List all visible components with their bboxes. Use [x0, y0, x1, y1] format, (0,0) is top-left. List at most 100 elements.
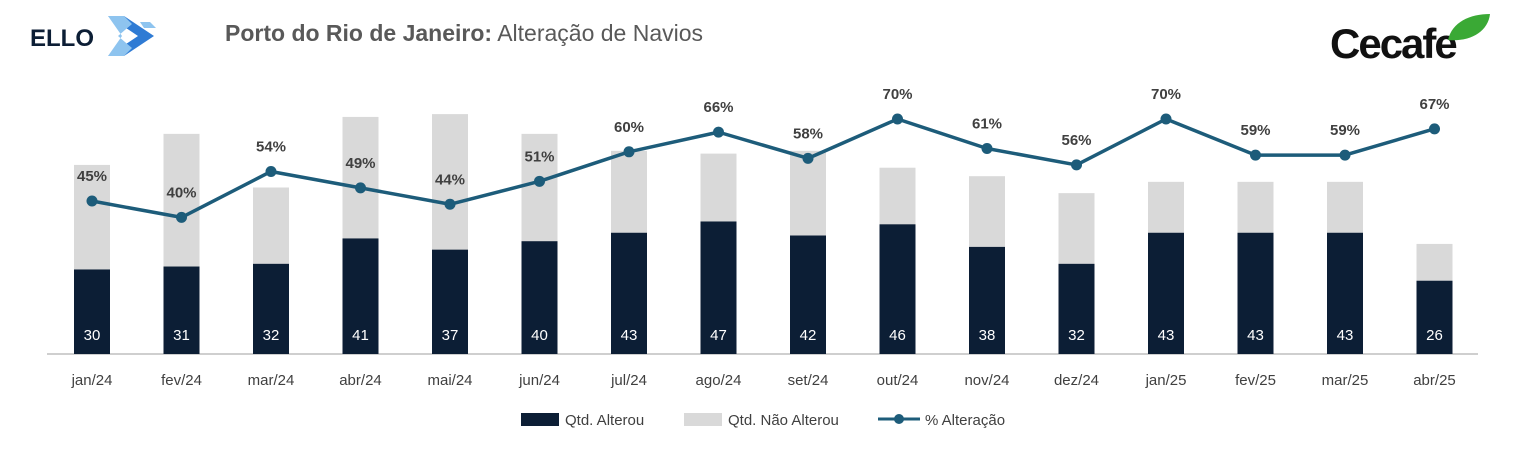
legend-swatch-marker: [894, 414, 904, 424]
bar-altered-jan-24: [74, 269, 110, 354]
pct-value-label: 59%: [1240, 122, 1270, 139]
pct-value-label: 56%: [1061, 132, 1091, 149]
pct-point: [623, 146, 635, 158]
x-tick-label: set/24: [788, 372, 829, 389]
bar-value-label: 26: [1426, 327, 1443, 344]
pct-value-label: 58%: [793, 125, 823, 142]
x-tick-label: ago/24: [696, 372, 742, 389]
pct-point: [1429, 123, 1440, 135]
pct-point: [802, 152, 814, 164]
bar-value-label: 32: [1068, 327, 1085, 344]
x-tick-label: dez/24: [1054, 372, 1099, 389]
pct-point: [1071, 159, 1082, 171]
pct-point: [981, 143, 993, 155]
bar-not-altered-ago-24: [700, 153, 737, 222]
pct-value-label: 40%: [166, 184, 196, 201]
pct-point: [1160, 113, 1172, 125]
ello-x-icon: [108, 16, 156, 56]
pct-value-label: 67%: [1419, 96, 1449, 113]
pct-point: [1250, 149, 1261, 161]
x-tick-label: mar/24: [248, 372, 295, 389]
legend: Qtd. Alterou Qtd. Não Alterou % Alteraçã…: [521, 412, 1005, 429]
pct-value-label: 45%: [77, 168, 107, 185]
bar-not-altered-jul-24: [611, 150, 647, 233]
pct-value-label: 49%: [345, 155, 375, 172]
ello-logo-text: ELLO: [30, 25, 94, 52]
bar-not-altered-jun-24: [521, 133, 558, 242]
bar-value-label: 32: [263, 327, 280, 344]
pct-value-label: 70%: [1151, 86, 1181, 103]
pct-value-label: 61%: [972, 116, 1002, 133]
cecafe-logo-text: Cecafe: [1330, 20, 1456, 67]
chart-title-rest: Alteração de Navios: [492, 20, 703, 46]
bar-value-label: 42: [800, 327, 817, 344]
bar-altered-jul-24: [611, 232, 647, 354]
pct-point: [86, 195, 98, 207]
bar-altered-abr-24: [342, 238, 379, 354]
bar-not-altered-abr-25: [1416, 243, 1453, 281]
bar-value-label: 46: [889, 327, 906, 344]
x-tick-label: mar/25: [1322, 372, 1369, 389]
x-tick-label: abr/25: [1413, 372, 1456, 389]
pct-point: [534, 175, 545, 187]
x-tick-label: jan/24: [71, 372, 113, 389]
bar-altered-mar-25: [1327, 232, 1363, 354]
bar-not-altered-fev-25: [1237, 181, 1274, 233]
pct-value-label: 51%: [524, 148, 554, 165]
bar-value-label: 30: [84, 327, 101, 344]
leaf-icon: [1448, 14, 1490, 41]
legend-swatch-altered: [521, 413, 559, 426]
bar-altered-fev-24: [163, 266, 200, 354]
pct-point: [444, 198, 456, 210]
bar-value-label: 37: [442, 327, 459, 344]
pct-value-label: 70%: [882, 86, 912, 103]
pct-point: [1339, 149, 1351, 161]
x-tick-label: abr/24: [339, 372, 382, 389]
legend-label-not-altered: Qtd. Não Alterou: [728, 412, 839, 429]
bars-layer: 30 31 32 41 37 40 43 47 42 46 38 32 43 43 43 26: [74, 114, 1453, 354]
bar-not-altered-mai-24: [432, 114, 468, 250]
chart-title: Porto do Rio de Janeiro: Alteração de Na…: [225, 20, 703, 46]
pct-value-label: 59%: [1330, 122, 1360, 139]
x-tick-label: jul/24: [610, 372, 647, 389]
line-layer: 45% 40% 54% 49% 44% 51% 60% 66% 58% 70% 61% 56% 70% 5…: [77, 86, 1450, 223]
bar-not-altered-mar-25: [1327, 181, 1363, 233]
cecafe-logo: Cecafe: [1330, 14, 1490, 67]
bar-value-label: 31: [173, 327, 190, 344]
bar-altered-mar-24: [253, 263, 289, 354]
bar-not-altered-jan-24: [74, 164, 110, 270]
bar-value-label: 38: [979, 327, 996, 344]
x-tick-label: mai/24: [427, 372, 472, 389]
x-tick-label: fev/24: [161, 372, 202, 389]
legend-label-pct: % Alteração: [925, 412, 1005, 429]
bar-value-label: 43: [1158, 327, 1175, 344]
x-tick-label: jun/24: [518, 372, 560, 389]
bar-not-altered-out-24: [879, 167, 916, 225]
bar-altered-nov-24: [969, 246, 1005, 354]
bar-altered-mai-24: [432, 249, 468, 354]
legend-swatch-not-altered: [684, 413, 722, 426]
pct-value-label: 54%: [256, 138, 286, 155]
bar-altered-out-24: [879, 224, 916, 354]
bar-altered-dez-24: [1058, 263, 1095, 354]
chart-title-bold: Porto do Rio de Janeiro:: [225, 20, 492, 46]
bar-altered-abr-25: [1416, 280, 1453, 354]
x-tick-label: jan/25: [1145, 372, 1187, 389]
ello-logo: ELLO: [30, 16, 156, 56]
bar-altered-set-24: [790, 235, 826, 354]
pct-point: [176, 211, 187, 223]
pct-value-label: 66%: [703, 99, 733, 116]
bar-not-altered-jan-25: [1148, 181, 1184, 233]
pct-value-label: 44%: [435, 171, 465, 188]
pct-point: [713, 126, 724, 138]
bar-not-altered-nov-24: [969, 176, 1005, 247]
bar-value-label: 43: [1337, 327, 1354, 344]
bar-altered-jun-24: [521, 241, 558, 354]
bar-value-label: 43: [621, 327, 638, 344]
bar-value-label: 43: [1247, 327, 1264, 344]
x-tick-label: fev/25: [1235, 372, 1276, 389]
pct-point: [892, 113, 903, 125]
bar-altered-fev-25: [1237, 232, 1274, 354]
